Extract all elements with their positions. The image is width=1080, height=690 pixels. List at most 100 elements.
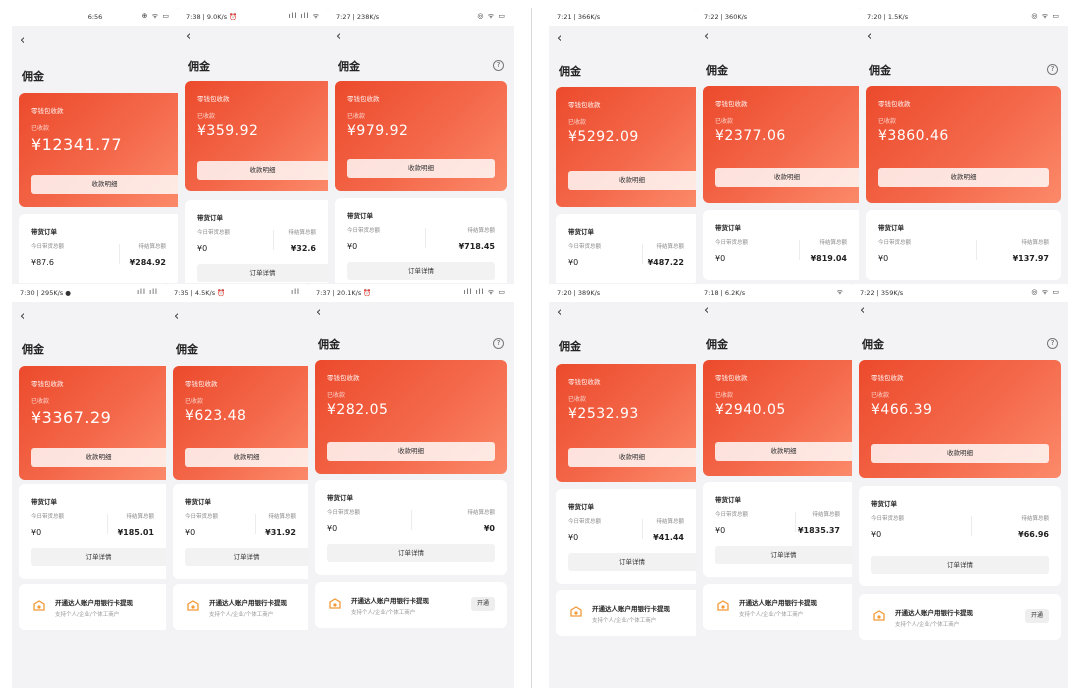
income-detail-button[interactable]: 收款明细 [871, 444, 1049, 463]
back-arrow-icon[interactable]: ‹ [557, 305, 563, 320]
back-arrow-icon[interactable]: ‹ [20, 33, 26, 48]
back-arrow-icon[interactable]: ‹ [336, 29, 342, 44]
status-icons: ⊕ ᯤ ▭ [141, 12, 170, 20]
back-arrow-icon[interactable]: ‹ [316, 305, 322, 320]
income-detail-button[interactable]: 收款明细 [327, 442, 495, 461]
order-title: 带货订单 [715, 496, 741, 504]
pending-label: 待结算总额 [138, 244, 166, 250]
help-icon[interactable]: ? [493, 338, 504, 349]
wallet-label: 零钱包收款 [715, 100, 748, 108]
back-arrow-icon[interactable]: ‹ [704, 29, 710, 44]
income-detail-button[interactable]: 收款明细 [347, 159, 495, 178]
order-detail-button[interactable]: 订单详情 [715, 546, 852, 564]
back-arrow-icon[interactable]: ‹ [860, 303, 866, 318]
today-sales-label: 今日带货总额 [197, 230, 231, 236]
back-arrow-icon[interactable]: ‹ [867, 29, 873, 44]
status-time: 7:22 | 359K/s [860, 289, 904, 297]
page-title: 佣金 [338, 60, 360, 73]
pending-value: ¥41.44 [653, 533, 684, 542]
income-card: 零钱包收款 已收款 ¥979.92 收款明细 [335, 81, 507, 191]
income-detail-button[interactable]: 收款明细 [715, 168, 859, 187]
commission-screen: 7:18 | 6.2K/s ᯤ ‹ 佣金 零钱包收款 已收款 ¥2940.05 … [696, 284, 852, 642]
order-detail-button[interactable]: 订单详情 [327, 544, 495, 562]
income-card: 零钱包收款 已收款 ¥3860.46 收款明细 [866, 86, 1061, 203]
commission-screen: 7:20 | 389K/s ‹ 佣金 零钱包收款 已收款 ¥2532.93 收款… [549, 284, 696, 642]
order-detail-button[interactable]: 订单详情 [871, 556, 1049, 574]
wallet-label: 零钱包收款 [347, 95, 380, 103]
back-arrow-icon[interactable]: ‹ [557, 31, 563, 46]
received-label: 已收款 [871, 392, 890, 399]
today-sales-value: ¥0 [715, 254, 726, 263]
income-detail-button[interactable]: 收款明细 [878, 168, 1049, 187]
bank-card-icon [873, 610, 885, 621]
pending-label: 待结算总额 [288, 230, 316, 236]
order-detail-button[interactable]: 订单详情 [31, 548, 166, 566]
order-detail-button[interactable]: 订单详情 [347, 262, 495, 280]
wallet-label: 零钱包收款 [327, 374, 360, 382]
bank-withdraw-card[interactable]: 开通达人账户用银行卡提现 支持个人/企业/个体工商户 [173, 584, 308, 630]
received-amount: ¥2940.05 [715, 402, 786, 418]
income-detail-button[interactable]: 收款明细 [715, 442, 852, 461]
today-sales-label: 今日带货总额 [31, 514, 65, 520]
today-sales-value: ¥0 [31, 528, 42, 537]
back-arrow-icon[interactable]: ‹ [20, 309, 26, 324]
help-icon[interactable]: ? [1047, 64, 1058, 75]
bank-withdraw-card[interactable]: 开通达人账户用银行卡提现 支持个人/企业/个体工商户 [19, 584, 166, 630]
today-sales-label: 今日带货总额 [871, 516, 905, 522]
pending-label: 待结算总额 [656, 244, 684, 250]
income-detail-button[interactable]: 收款明细 [185, 448, 308, 467]
bank-withdraw-subtitle: 支持个人/企业/个体工商户 [895, 622, 960, 628]
open-account-button[interactable]: 开通 [471, 597, 495, 611]
income-card: 零钱包收款 已收款 ¥2532.93 收款明细 [556, 364, 696, 482]
page-title: 佣金 [22, 70, 44, 83]
income-card: 零钱包收款 已收款 ¥3367.29 收款明细 [19, 366, 166, 480]
order-detail-button[interactable]: 订单详情 [197, 264, 328, 282]
collage-divider [531, 8, 532, 688]
received-amount: ¥979.92 [347, 123, 409, 139]
bank-withdraw-card[interactable]: 开通达人账户用银行卡提现 支持个人/企业/个体工商户 [703, 584, 852, 630]
commission-screen: 6:56 ⊕ ᯤ ▭ ‹ 佣金 零钱包收款 已收款 ¥12341.77 收款明细… [12, 8, 178, 283]
page-title: 佣金 [22, 343, 44, 356]
today-sales-value: ¥0 [568, 533, 579, 542]
pending-value: ¥284.92 [129, 258, 166, 267]
commission-screen: 7:38 | 9.0K/s ⏰ ıll ıll ᯤ ‹ 佣金 零钱包收款 已收款… [178, 8, 328, 283]
order-title: 带货订单 [347, 212, 373, 220]
bank-withdraw-card[interactable]: 开通达人账户用银行卡提现 支持个人/企业/个体工商户 开通 [859, 594, 1061, 640]
pending-value: ¥32.6 [290, 244, 316, 253]
bank-card-icon [570, 606, 582, 617]
bank-withdraw-card[interactable]: 开通达人账户用银行卡提现 支持个人/企业/个体工商户 开通 [315, 582, 507, 628]
income-detail-button[interactable]: 收款明细 [31, 175, 178, 194]
order-detail-button[interactable]: 订单详情 [185, 548, 308, 566]
status-icons: ◎ ᯤ ▭ [1031, 288, 1060, 296]
income-card: 零钱包收款 已收款 ¥623.48 收款明细 [173, 366, 308, 480]
commission-screen: 7:22 | 360K/s ‹ 佣金 零钱包收款 已收款 ¥2377.06 收款… [696, 8, 859, 283]
help-icon[interactable]: ? [1047, 338, 1058, 349]
status-time: 7:22 | 360K/s [704, 13, 748, 21]
back-arrow-icon[interactable]: ‹ [186, 29, 192, 44]
pending-value: ¥31.92 [265, 528, 296, 537]
income-detail-button[interactable]: 收款明细 [31, 448, 166, 467]
order-title: 带货订单 [715, 224, 741, 232]
received-amount: ¥2532.93 [568, 406, 639, 422]
order-card: 带货订单 今日带货总额 ¥0 待结算总额 ¥487.22 [556, 214, 696, 283]
received-amount: ¥3367.29 [31, 408, 112, 427]
wallet-label: 零钱包收款 [568, 101, 601, 109]
open-account-button[interactable]: 开通 [1025, 609, 1049, 623]
pending-value: ¥487.22 [647, 258, 684, 267]
separator [119, 244, 120, 264]
received-amount: ¥3860.46 [878, 128, 949, 144]
status-bar: 7:20 | 1.5K/s ◎ ᯤ ▭ [859, 8, 1068, 26]
bank-card-icon [187, 600, 199, 611]
back-arrow-icon[interactable]: ‹ [174, 309, 180, 324]
commission-screen: 7:21 | 366K/s ‹ 佣金 零钱包收款 已收款 ¥5292.09 收款… [549, 8, 696, 283]
help-icon[interactable]: ? [493, 60, 504, 71]
income-detail-button[interactable]: 收款明细 [568, 448, 696, 467]
bank-withdraw-card[interactable]: 开通达人账户用银行卡提现 支持个人/企业/个体工商户 [556, 590, 696, 636]
back-arrow-icon[interactable]: ‹ [704, 303, 710, 318]
separator [971, 516, 972, 536]
order-detail-button[interactable]: 订单详情 [568, 553, 696, 571]
income-detail-button[interactable]: 收款明细 [568, 171, 696, 190]
income-detail-button[interactable]: 收款明细 [197, 161, 328, 180]
pending-label: 待结算总额 [812, 512, 840, 518]
wallet-label: 零钱包收款 [31, 380, 64, 388]
